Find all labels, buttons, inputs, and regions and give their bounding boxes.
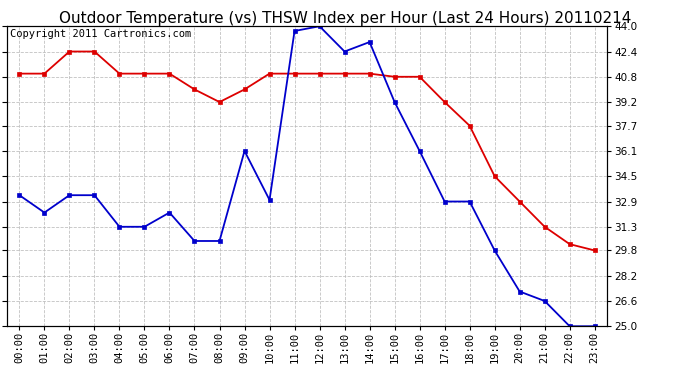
Text: Copyright 2011 Cartronics.com: Copyright 2011 Cartronics.com — [10, 29, 191, 39]
Text: Outdoor Temperature (vs) THSW Index per Hour (Last 24 Hours) 20110214: Outdoor Temperature (vs) THSW Index per … — [59, 11, 631, 26]
